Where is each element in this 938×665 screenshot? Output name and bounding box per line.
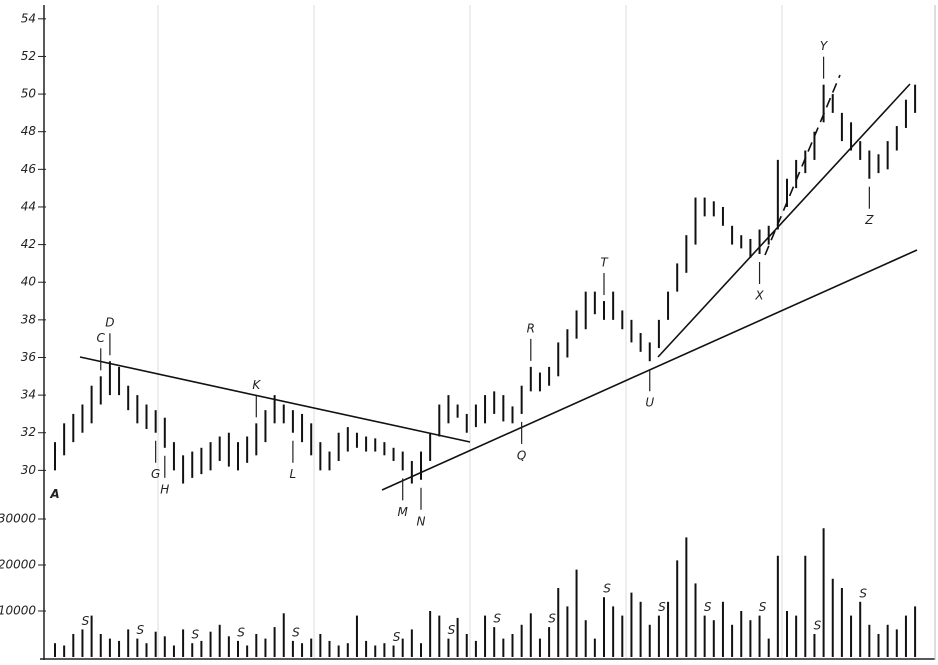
- annotation: X: [754, 289, 764, 303]
- y-tick-label: 48: [21, 124, 37, 138]
- volume-note: S: [603, 582, 611, 596]
- volume-note: S: [82, 614, 90, 628]
- y-tick-label: 44: [21, 199, 36, 213]
- annotation: G: [151, 467, 160, 481]
- annotation: T: [600, 256, 609, 270]
- y-tick-label: 10000: [0, 604, 36, 618]
- y-tick-label: 54: [21, 11, 36, 25]
- volume-note: S: [658, 600, 666, 614]
- annotation: K: [252, 378, 261, 392]
- y-tick-label: 52: [21, 49, 36, 63]
- y-tick-label: 42: [21, 237, 36, 251]
- y-tick-label: 38: [21, 312, 37, 326]
- volume-note: S: [237, 625, 245, 639]
- grid-verticals: [157, 5, 783, 660]
- y-tick-label: 20000: [0, 558, 36, 572]
- volume-note: S: [548, 612, 556, 626]
- annotation: D: [105, 316, 114, 330]
- annotation: R: [527, 321, 535, 335]
- y-tick-label: 30: [21, 463, 37, 477]
- annotation: A: [49, 487, 59, 501]
- y-tick-label: 30000: [0, 512, 36, 526]
- annotation: L: [290, 467, 297, 481]
- annotation: M: [398, 505, 409, 519]
- annotation: N: [417, 514, 426, 528]
- volume-note: S: [493, 612, 501, 626]
- volume-note: S: [191, 628, 199, 642]
- volume-note: S: [759, 600, 767, 614]
- volume-note: S: [292, 625, 300, 639]
- annotation: U: [645, 396, 654, 410]
- annotation: Z: [864, 213, 874, 227]
- annotation: Y: [820, 39, 829, 53]
- annotation: C: [97, 331, 106, 345]
- volume-note: S: [859, 586, 867, 600]
- volume-note: S: [704, 600, 712, 614]
- volume-note: S: [814, 619, 822, 633]
- annotation: H: [160, 482, 169, 496]
- annotation: Q: [517, 448, 526, 462]
- y-tick-label: 34: [21, 388, 36, 402]
- y-tick-label: 46: [21, 162, 37, 176]
- volume-note: S: [393, 630, 401, 644]
- y-tick-label: 50: [21, 87, 37, 101]
- volume-note: S: [137, 623, 145, 637]
- volume-note: S: [448, 623, 456, 637]
- trend-line: [657, 83, 911, 358]
- y-tick-label: 40: [21, 275, 37, 289]
- y-tick-label: 32: [21, 425, 36, 439]
- y-tick-label: 36: [21, 350, 37, 364]
